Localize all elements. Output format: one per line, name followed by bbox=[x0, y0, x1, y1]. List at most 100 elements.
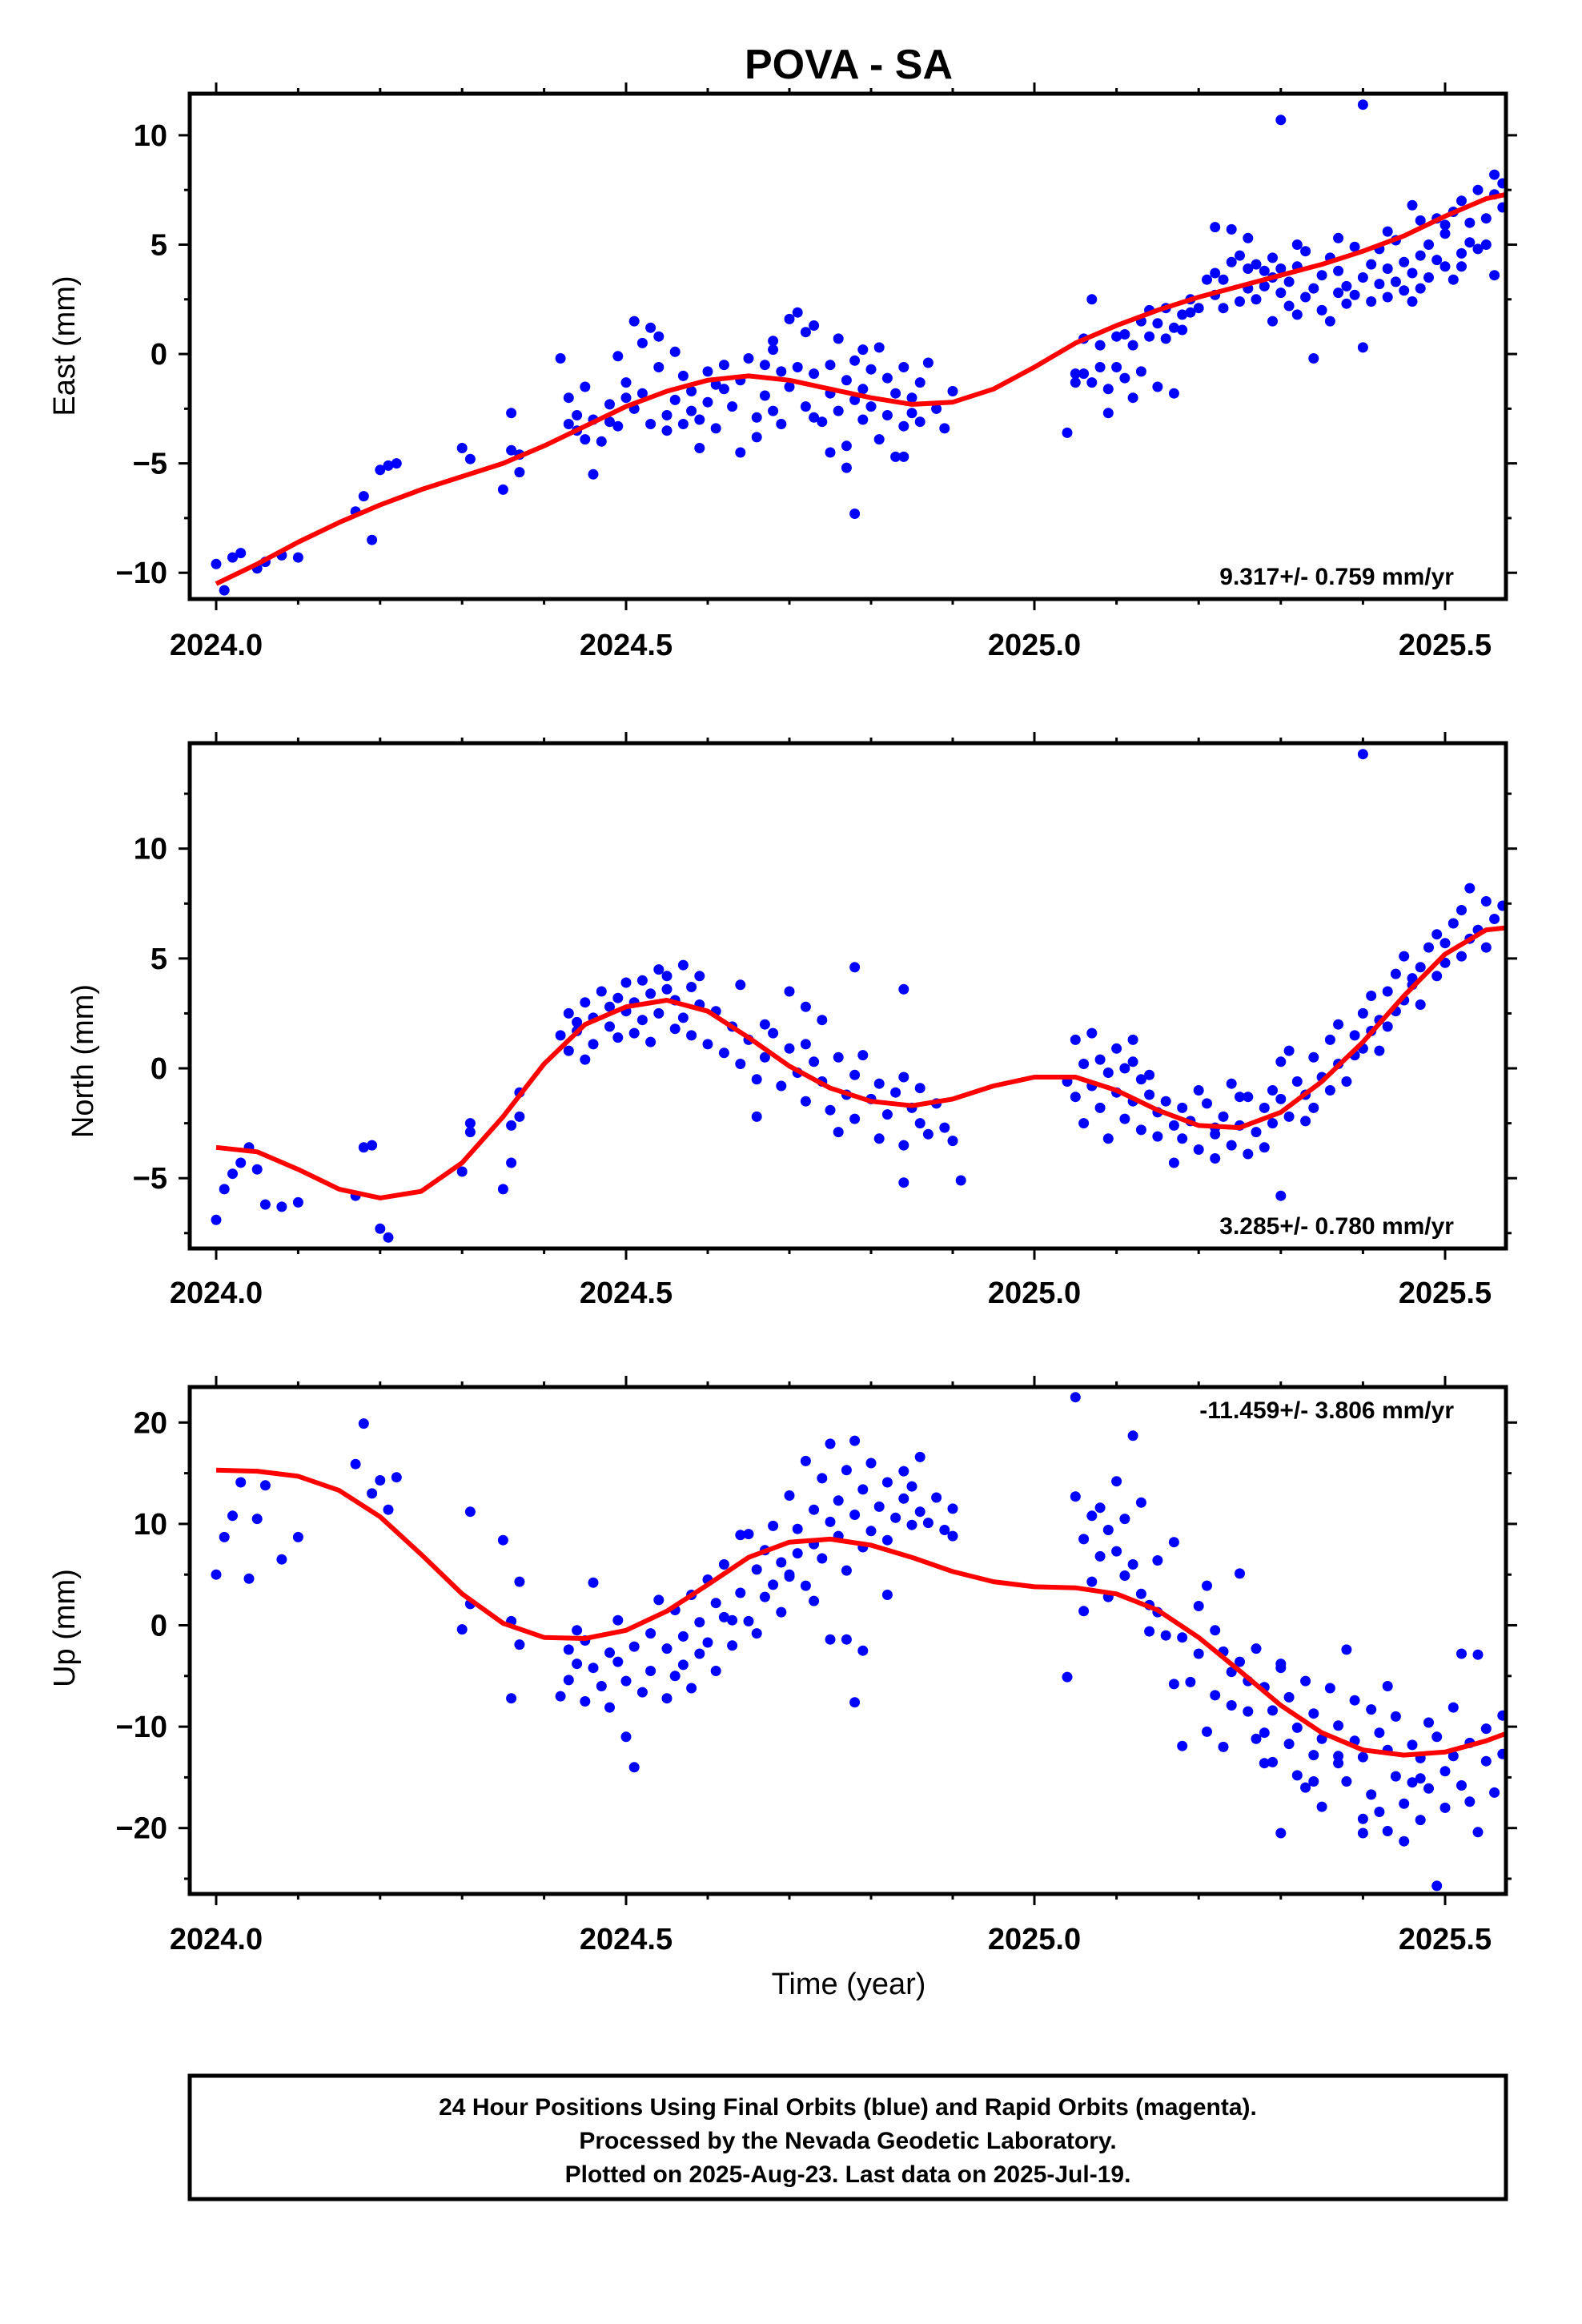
north-data-point bbox=[1193, 1085, 1204, 1096]
east-data-point bbox=[881, 410, 893, 420]
east-data-point bbox=[375, 464, 386, 476]
up-data-point bbox=[661, 1693, 673, 1704]
east-data-point bbox=[1431, 255, 1443, 266]
up-data-point bbox=[825, 1634, 836, 1645]
north-data-point bbox=[1251, 1127, 1262, 1138]
east-data-point bbox=[1210, 267, 1221, 279]
east-data-point bbox=[612, 420, 624, 432]
north-data-point bbox=[1177, 1133, 1188, 1144]
north-data-point bbox=[1439, 938, 1451, 949]
east-data-point bbox=[1275, 263, 1287, 274]
north-data-point bbox=[1489, 914, 1500, 924]
up-data-point bbox=[718, 1559, 729, 1570]
north-data-point bbox=[1308, 1102, 1319, 1113]
up-y-tick-label: 20 bbox=[134, 1406, 167, 1440]
north-data-point bbox=[367, 1140, 378, 1151]
up-data-point bbox=[251, 1514, 263, 1525]
east-data-point bbox=[1399, 285, 1410, 296]
up-data-point bbox=[572, 1625, 583, 1636]
up-data-point bbox=[620, 1731, 632, 1743]
up-data-point bbox=[1251, 1643, 1262, 1655]
north-data-point bbox=[1456, 905, 1467, 915]
east-data-point bbox=[1094, 362, 1106, 372]
east-data-point bbox=[620, 392, 632, 404]
east-data-point bbox=[1333, 265, 1344, 276]
east-data-point bbox=[1423, 272, 1434, 283]
up-data-point bbox=[1390, 1771, 1401, 1782]
east-data-point bbox=[1251, 294, 1262, 305]
east-data-point bbox=[1439, 219, 1451, 231]
north-data-point bbox=[1259, 1142, 1270, 1153]
east-data-point bbox=[914, 416, 926, 428]
east-data-point bbox=[669, 346, 681, 357]
north-data-point bbox=[1431, 929, 1443, 940]
north-data-point bbox=[939, 1122, 950, 1133]
north-data-point bbox=[1382, 1021, 1393, 1032]
up-data-point bbox=[588, 1577, 599, 1588]
north-data-point bbox=[677, 1012, 689, 1023]
north-x-tick-label: 2024.0 bbox=[170, 1277, 263, 1310]
east-y-tick-label: −10 bbox=[116, 557, 167, 590]
up-data-point bbox=[735, 1530, 746, 1541]
east-data-point bbox=[1267, 316, 1278, 327]
east-data-point bbox=[1226, 256, 1237, 267]
east-data-point bbox=[1127, 392, 1138, 404]
north-data-point bbox=[1210, 1153, 1221, 1164]
up-data-point bbox=[1259, 1758, 1270, 1769]
up-data-point bbox=[1464, 1796, 1476, 1807]
north-data-point bbox=[784, 1043, 795, 1054]
up-data-point bbox=[800, 1580, 811, 1591]
up-data-point bbox=[727, 1640, 738, 1651]
east-data-point bbox=[718, 360, 729, 371]
east-data-point bbox=[898, 451, 909, 462]
up-data-point bbox=[1259, 1727, 1270, 1739]
up-data-point bbox=[292, 1531, 303, 1542]
up-data-point bbox=[1193, 1648, 1204, 1659]
up-data-point bbox=[1308, 1708, 1319, 1719]
east-data-point bbox=[1235, 296, 1245, 307]
up-data-point bbox=[1480, 1755, 1492, 1767]
up-data-point bbox=[947, 1503, 958, 1514]
east-data-point bbox=[1168, 322, 1179, 333]
up-data-point bbox=[1086, 1510, 1098, 1522]
east-data-point bbox=[1243, 232, 1254, 243]
north-y-tick-label: 5 bbox=[151, 943, 167, 976]
up-data-point bbox=[375, 1475, 386, 1486]
north-data-point bbox=[947, 1136, 958, 1147]
east-data-point bbox=[628, 316, 640, 327]
east-data-point bbox=[358, 491, 369, 502]
east-data-point bbox=[1160, 333, 1171, 344]
east-x-tick-label: 2025.5 bbox=[1399, 629, 1492, 662]
up-data-point bbox=[1382, 1826, 1393, 1836]
east-data-point bbox=[1316, 270, 1327, 281]
north-data-point bbox=[1374, 1045, 1385, 1056]
east-x-tick-label: 2025.0 bbox=[988, 629, 1081, 662]
east-data-point bbox=[1399, 256, 1410, 267]
east-data-point bbox=[391, 458, 402, 469]
east-data-point bbox=[563, 419, 574, 429]
east-data-point bbox=[768, 336, 779, 347]
up-data-point bbox=[1357, 1827, 1368, 1839]
up-data-point bbox=[1472, 1649, 1484, 1660]
east-data-point bbox=[1291, 309, 1303, 320]
north-data-point bbox=[572, 1016, 583, 1027]
up-data-point bbox=[784, 1490, 795, 1501]
up-data-point bbox=[817, 1553, 828, 1564]
east-data-point bbox=[1275, 115, 1287, 126]
north-data-point bbox=[1152, 1131, 1163, 1142]
east-data-point bbox=[809, 368, 820, 380]
up-data-point bbox=[817, 1473, 828, 1484]
east-data-point bbox=[677, 419, 689, 429]
north-data-point bbox=[914, 1118, 926, 1129]
north-data-point bbox=[555, 1030, 566, 1041]
east-data-point bbox=[759, 360, 770, 371]
up-data-point bbox=[563, 1644, 574, 1655]
up-data-point bbox=[1456, 1780, 1467, 1791]
east-data-point bbox=[1382, 263, 1393, 274]
up-data-point bbox=[694, 1617, 705, 1628]
up-data-point bbox=[792, 1523, 803, 1534]
east-data-point bbox=[914, 377, 926, 388]
up-y-tick-label: 0 bbox=[151, 1610, 167, 1643]
north-data-point bbox=[636, 1015, 648, 1026]
east-data-point bbox=[1300, 292, 1311, 303]
